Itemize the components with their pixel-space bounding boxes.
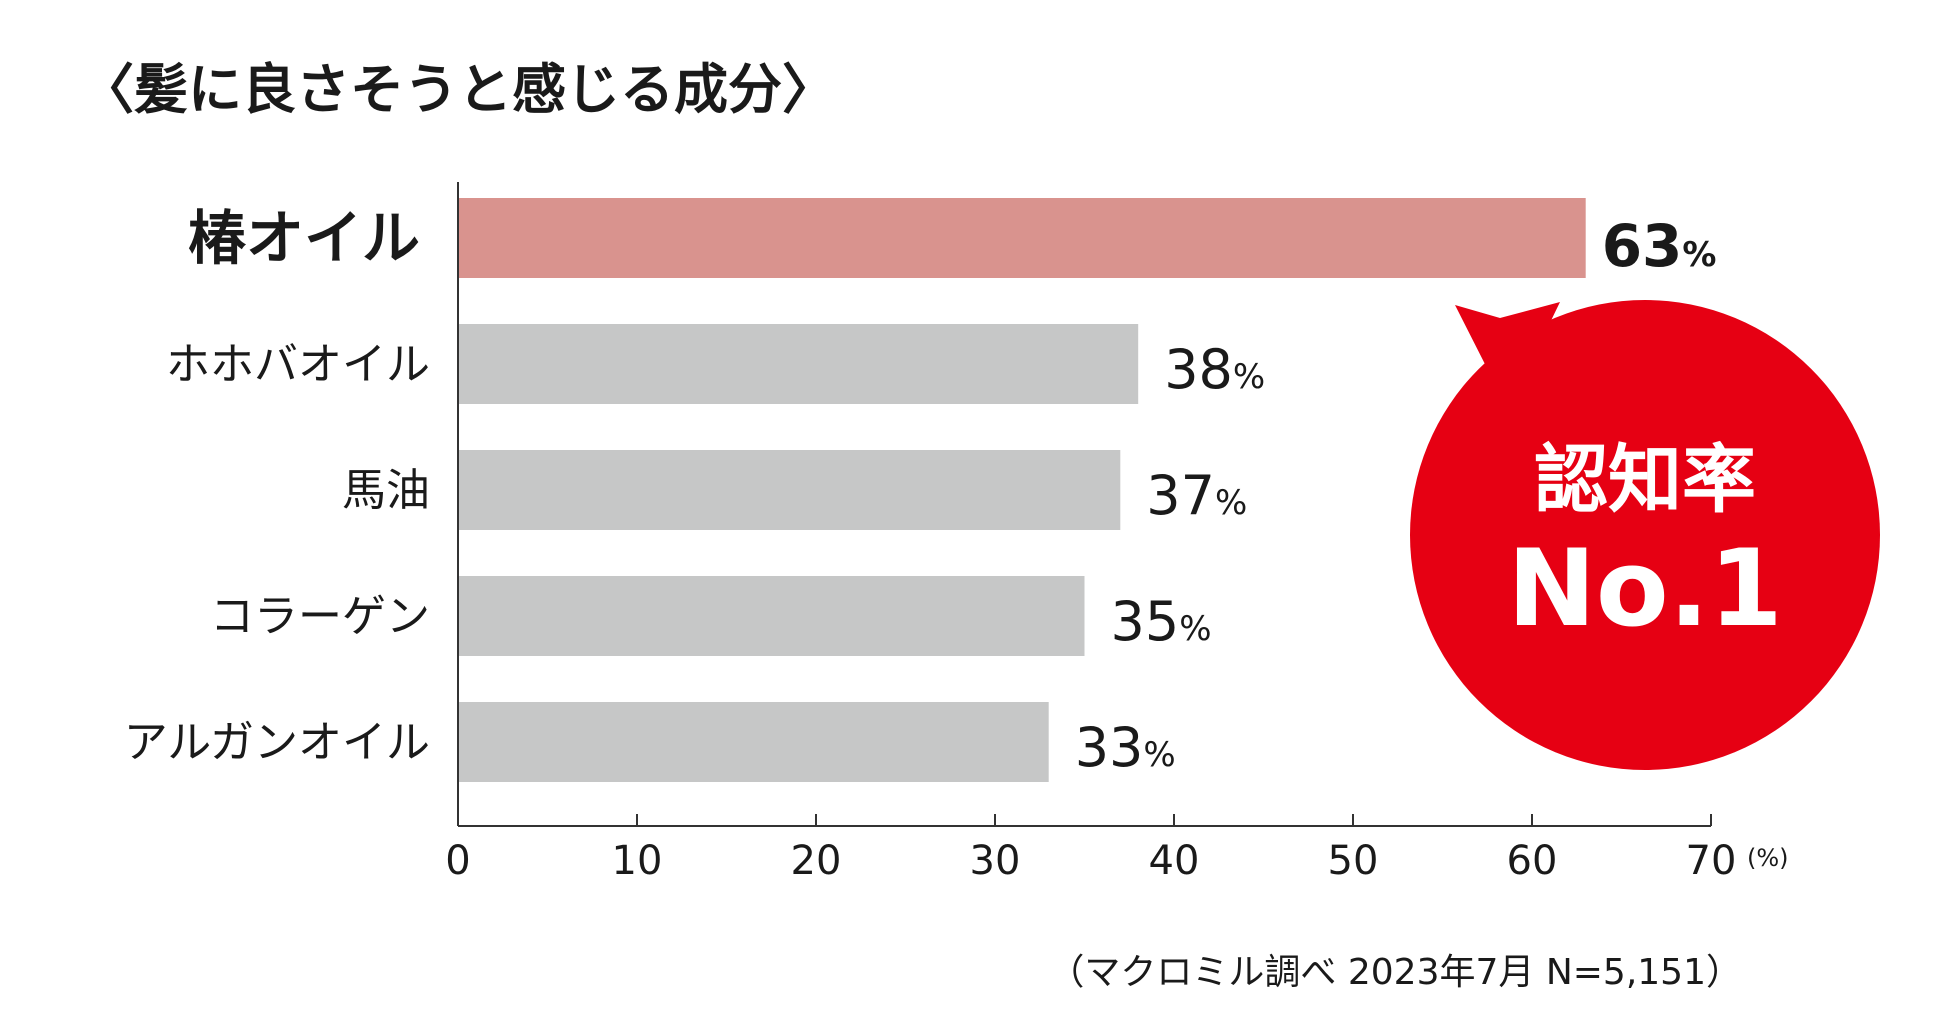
x-tick-label-0: 0 [445,838,470,884]
bar-0 [458,198,1586,278]
value-unit-4: % [1143,735,1175,775]
bars-layer: 椿オイル 63% ホホバオイル 38% 馬油 37% コラーゲン 35% アルガンオイル 33% [124,198,1717,782]
value-label-2: 37% [1146,464,1247,527]
value-label-0: 63% [1602,212,1717,280]
value-unit-0: % [1682,235,1716,275]
x-tick-label-6: 60 [1507,838,1558,884]
x-axis: 0 10 20 30 40 50 60 70 (%) [445,182,1789,884]
bar-2 [458,450,1121,530]
value-unit-3: % [1179,609,1211,649]
x-tick-label-7: 70 [1686,838,1737,884]
value-label-1: 38% [1164,338,1265,401]
category-label-1: ホホバオイル [166,339,430,390]
x-axis-unit: (%) [1747,844,1789,872]
x-tick-label-5: 50 [1328,838,1379,884]
x-tick-label-4: 40 [1149,838,1200,884]
badge-line2: No.1 [1507,527,1783,650]
bar-1 [458,324,1139,404]
category-label-2: 馬油 [342,465,430,516]
category-label-0: 椿オイル [188,204,420,272]
bar-4 [458,702,1049,782]
chart-title: 〈髪に良さそうと感じる成分〉 [80,58,836,121]
badge-line1: 認知率 [1534,437,1756,523]
value-unit-1: % [1233,357,1265,397]
ranking-badge: 認知率 No.1 [1410,300,1880,770]
category-label-4: アルガンオイル [124,717,430,768]
category-label-3: コラーゲン [210,591,430,642]
value-unit-2: % [1215,483,1247,523]
x-tick-label-2: 20 [791,838,842,884]
x-tick-label-3: 30 [970,838,1021,884]
bar-3 [458,576,1085,656]
badge-tail [1455,302,1560,378]
badge-circle [1410,300,1880,770]
x-tick-label-1: 10 [612,838,663,884]
value-label-3: 35% [1111,590,1212,653]
value-label-4: 33% [1075,716,1176,779]
source-note: （マクロミル調べ 2023年7月 N=5,151） [1048,952,1742,993]
